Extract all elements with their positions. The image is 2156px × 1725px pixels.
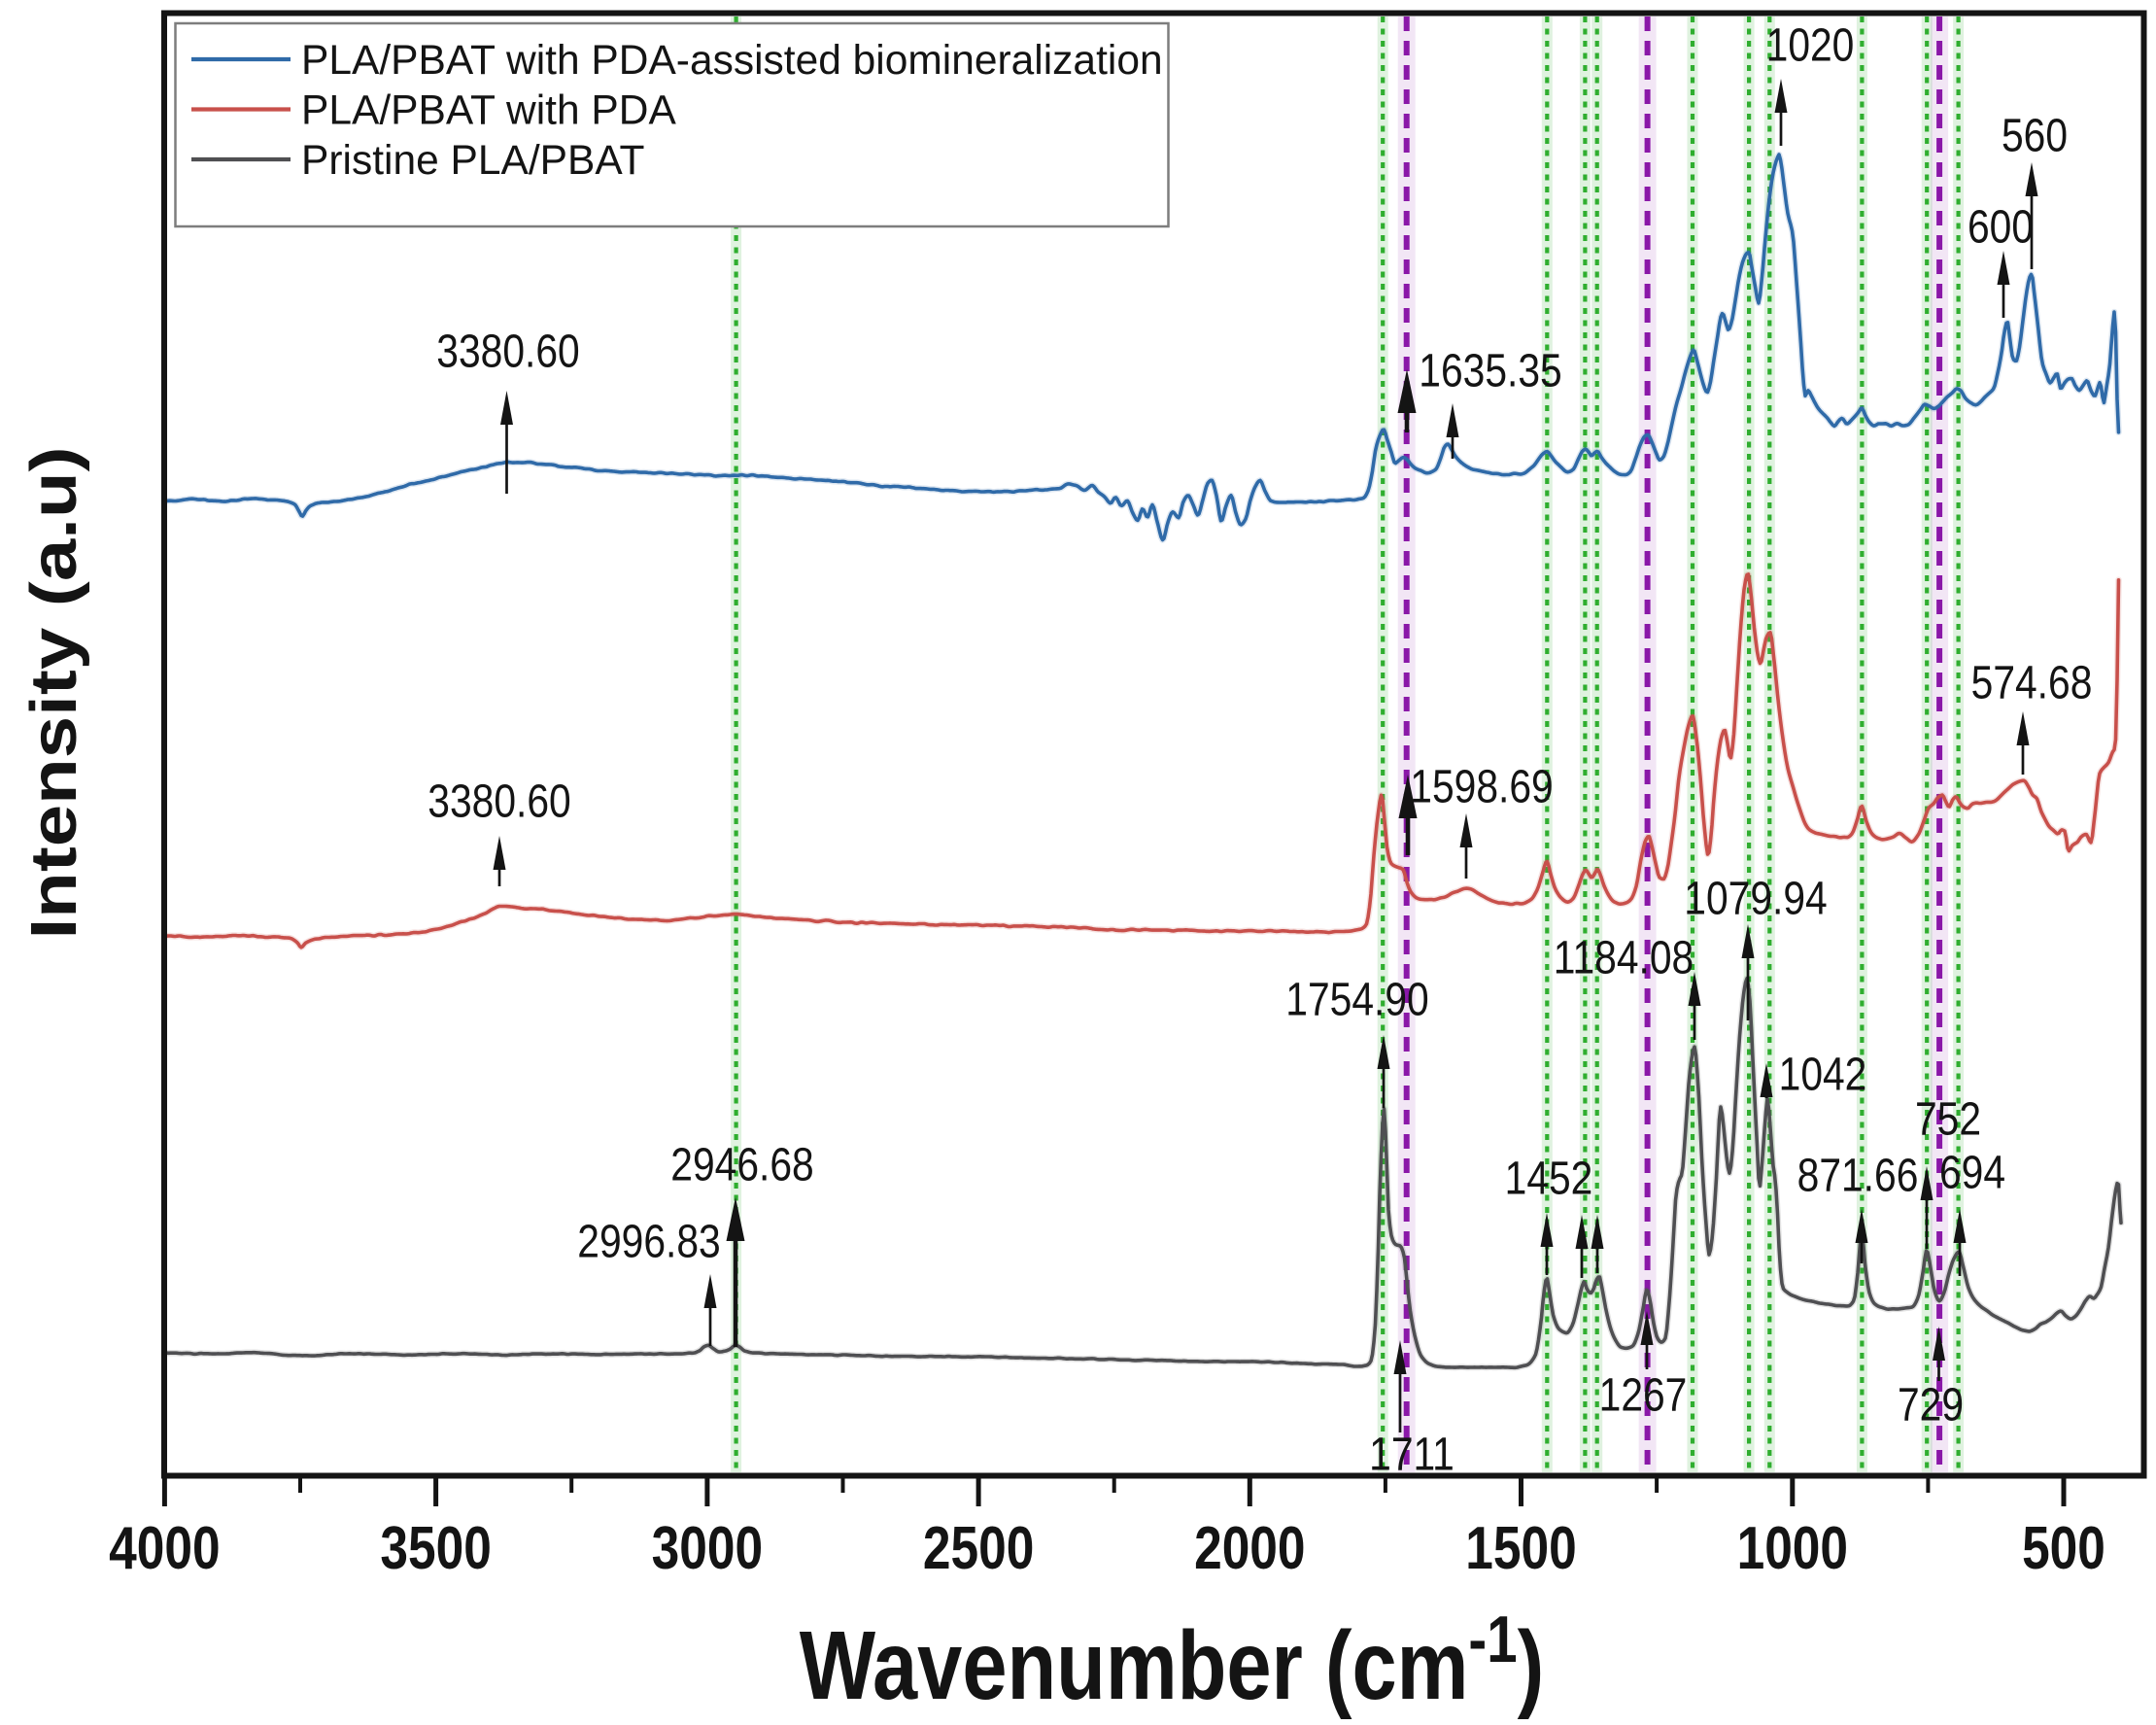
svg-text:1079.94: 1079.94	[1684, 873, 1827, 924]
svg-text:1452: 1452	[1505, 1153, 1593, 1204]
svg-text:500: 500	[2022, 1515, 2105, 1583]
svg-text:2000: 2000	[1194, 1515, 1305, 1583]
svg-text:1754.90: 1754.90	[1285, 974, 1428, 1025]
svg-text:3500: 3500	[380, 1515, 491, 1583]
svg-text:694: 694	[1939, 1147, 2005, 1198]
svg-text:PLA/PBAT with PDA-assisted bio: PLA/PBAT with PDA-assisted biomineraliza…	[301, 38, 1163, 84]
svg-text:2946.68: 2946.68	[670, 1139, 813, 1190]
svg-text:729: 729	[1898, 1379, 1964, 1431]
svg-text:3000: 3000	[652, 1515, 763, 1583]
svg-text:574.68: 574.68	[1971, 657, 2093, 708]
svg-text:1598.69: 1598.69	[1410, 761, 1553, 812]
svg-text:4000: 4000	[109, 1515, 220, 1583]
svg-text:1500: 1500	[1465, 1515, 1576, 1583]
svg-text:PLA/PBAT with PDA: PLA/PBAT with PDA	[301, 88, 676, 134]
svg-text:2996.83: 2996.83	[577, 1216, 720, 1267]
svg-text:1042: 1042	[1779, 1049, 1867, 1100]
svg-text:3380.60: 3380.60	[436, 326, 579, 377]
svg-text:Pristine PLA/PBAT: Pristine PLA/PBAT	[301, 138, 645, 184]
svg-text:Wavenumber (cm-1): Wavenumber (cm-1)	[800, 1603, 1544, 1720]
svg-text:1635.35: 1635.35	[1419, 345, 1561, 397]
svg-text:Intensity (a.u): Intensity (a.u)	[17, 447, 90, 940]
svg-text:2500: 2500	[923, 1515, 1034, 1583]
svg-text:1267: 1267	[1599, 1369, 1688, 1421]
svg-text:1184.08: 1184.08	[1554, 932, 1694, 983]
svg-text:1020: 1020	[1766, 19, 1855, 71]
svg-text:3380.60: 3380.60	[428, 776, 570, 827]
svg-text:1711: 1711	[1369, 1429, 1454, 1480]
svg-text:560: 560	[2002, 110, 2068, 161]
svg-text:1000: 1000	[1737, 1515, 1848, 1583]
svg-text:871.66: 871.66	[1797, 1150, 1919, 1201]
svg-text:600: 600	[1968, 201, 2034, 253]
svg-text:752: 752	[1915, 1093, 1981, 1145]
